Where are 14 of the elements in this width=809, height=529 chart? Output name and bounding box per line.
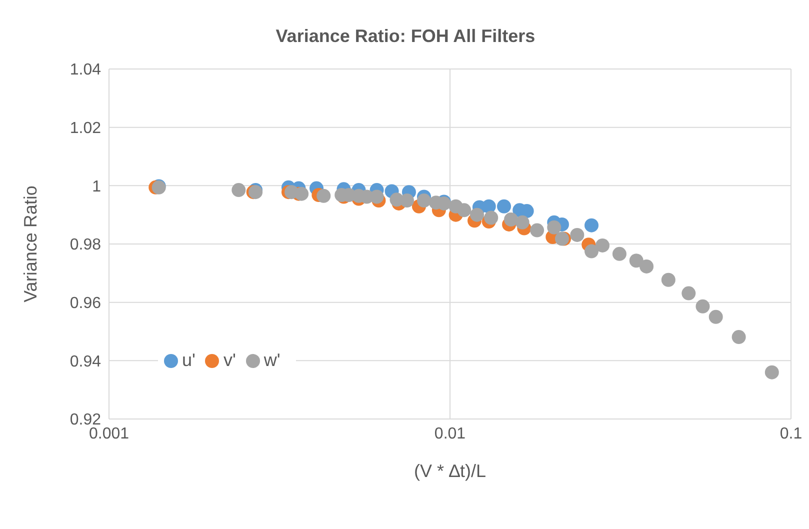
- legend-label: v': [223, 350, 236, 370]
- x-axis-title: (V * ∆t)/L: [414, 461, 486, 481]
- legend-label: w': [264, 350, 280, 370]
- y-tick-label: 1.02: [70, 120, 102, 138]
- y-tick-label: 1: [92, 178, 102, 196]
- y-axis-title: Variance Ratio: [20, 186, 40, 302]
- y-tick-label: 0.98: [70, 236, 102, 254]
- legend-label: u': [182, 350, 196, 370]
- y-tick-label: 0.94: [70, 353, 102, 370]
- y-tick-label: 1.04: [70, 62, 102, 79]
- x-tick-label: 0.01: [434, 425, 466, 442]
- y-tick-label: 0.96: [70, 295, 102, 312]
- x-tick-label: 0.1: [780, 425, 802, 442]
- chart-title: Variance Ratio: FOH All Filters: [274, 26, 536, 47]
